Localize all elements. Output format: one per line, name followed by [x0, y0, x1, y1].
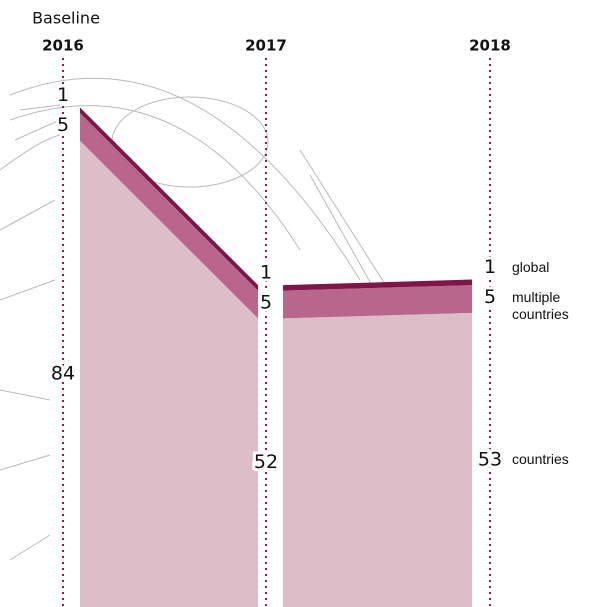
- area-segment: [80, 140, 258, 607]
- area-segment: [283, 285, 472, 319]
- area-segment: [80, 107, 258, 291]
- legend-label: global: [512, 258, 550, 275]
- x-tick-label: 2018: [469, 37, 511, 55]
- value-label: 53: [478, 448, 502, 470]
- value-label: 5: [57, 114, 69, 136]
- area-segment: [283, 279, 472, 291]
- legend-label: multiple countries: [512, 288, 569, 322]
- annotation: Baseline: [32, 9, 100, 28]
- x-tick-label: 2017: [245, 37, 287, 55]
- value-label: 1: [57, 84, 69, 106]
- value-label: 1: [484, 256, 496, 278]
- area-segment: [283, 312, 472, 607]
- value-label: 5: [484, 286, 496, 308]
- globe-decoration: [0, 77, 396, 561]
- value-label: 84: [51, 362, 75, 384]
- area-segment: [80, 113, 258, 319]
- x-tick-label: 2016: [42, 37, 84, 55]
- value-label: 5: [260, 292, 272, 314]
- legend-label: countries: [512, 450, 569, 467]
- value-label: 52: [254, 451, 278, 473]
- value-label: 1: [260, 262, 272, 284]
- plot: 2016 84 5 1 2017 52 5 1 2018 53 5 1: [42, 37, 511, 607]
